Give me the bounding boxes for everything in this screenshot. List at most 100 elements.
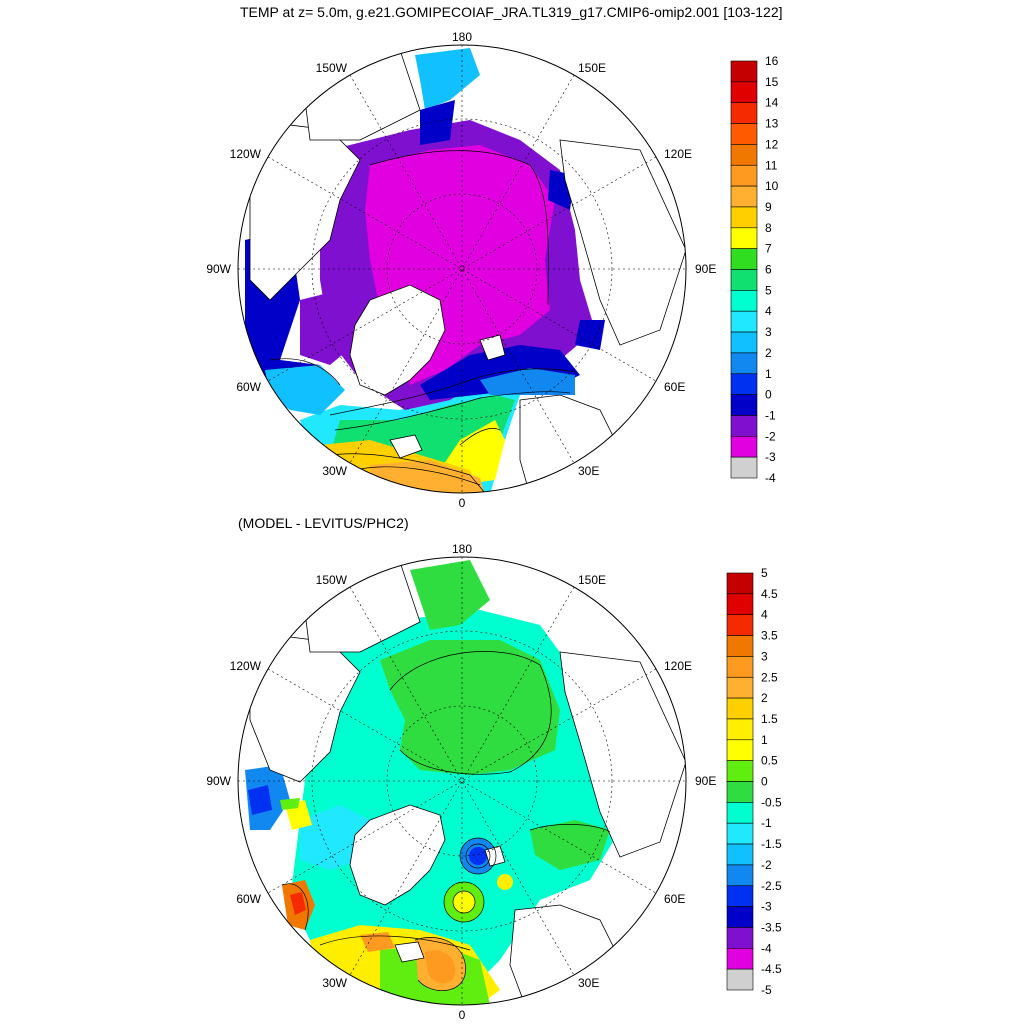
colorbar-label: 12	[765, 137, 779, 151]
colorbar-label: -5	[761, 983, 772, 997]
colorbar-swatch	[730, 185, 758, 208]
top-meridian-labels: 180 150E 120E 90E 60E 30E 0 30W 60W 90W …	[206, 30, 716, 510]
colorbar-swatch	[730, 102, 758, 124]
top-siberia	[559, 139, 686, 346]
bottom-svalbard	[484, 845, 506, 867]
colorbar-swatch	[726, 739, 754, 761]
colorbar-label: -1	[761, 816, 772, 830]
colorbar-label: 1.5	[761, 712, 778, 726]
bottom-norwegian-hotter	[425, 950, 456, 984]
top-svalbard	[479, 334, 506, 361]
top-map-fields	[238, 45, 686, 493]
colorbar-label: 1	[761, 733, 768, 747]
colorbar-label: 3	[765, 325, 772, 339]
bottom-iceland	[394, 941, 425, 963]
bottom-greenland	[349, 804, 446, 906]
colorbar-swatch	[730, 373, 758, 395]
colorbar-label: 4	[765, 304, 772, 318]
top-label-150w: 150W	[316, 61, 348, 75]
top-label-60w: 60W	[236, 380, 261, 394]
colorbar-label: 0	[765, 388, 772, 402]
bottom-meridian-labels: 180 150E 120E 90E 60E 30E 0 30W 60W 90W …	[206, 542, 716, 1022]
colorbar-label: -2	[761, 858, 772, 872]
bottom-hudson-warm-edge	[280, 798, 300, 810]
colorbar-label: 13	[765, 117, 779, 131]
colorbar-swatch	[726, 676, 754, 699]
top-label-30e: 30E	[578, 464, 599, 478]
colorbar-label: 5	[765, 283, 772, 297]
bottom-label-120e: 120E	[664, 659, 692, 673]
top-label-90w: 90W	[206, 262, 231, 276]
colorbar-label: 6	[765, 263, 772, 277]
colorbar-label: -3	[761, 900, 772, 914]
colorbar-swatch	[726, 822, 754, 845]
bottom-map-fields	[238, 557, 686, 1005]
bottom-bering-warm	[410, 560, 490, 630]
top-graticule	[238, 45, 686, 493]
colorbar-swatch	[730, 310, 758, 333]
top-label-180: 180	[452, 30, 472, 44]
top-label-90e: 90E	[695, 262, 716, 276]
colorbar-label: 1	[765, 367, 772, 381]
top-contours	[269, 150, 576, 493]
bottom-label-60w: 60W	[236, 892, 261, 906]
bottom-label-150e: 150E	[578, 573, 606, 587]
bottom-colorbar: 5 4.5 4 3.5 3 2.5 2 1.5 1 0.5 0 -0.5 -1 -1.5 -2 -2.5 -3 -…	[726, 566, 782, 997]
bottom-label-180: 180	[452, 542, 472, 556]
colorbar-label: 11	[765, 158, 778, 172]
bottom-svalbard-cold-core	[469, 847, 487, 865]
colorbar-swatch	[730, 206, 758, 229]
colorbar-swatch	[730, 394, 758, 416]
colorbar-swatch	[726, 968, 754, 991]
bottom-label-0: 0	[459, 1008, 466, 1022]
top-label-60e: 60E	[664, 380, 685, 394]
colorbar-label: 2	[761, 691, 768, 705]
colorbar-swatch	[726, 802, 754, 824]
colorbar-swatch	[730, 331, 758, 354]
bottom-iceland-hot	[360, 932, 395, 952]
colorbar-swatch	[726, 718, 754, 741]
top-kara-sea-patch	[575, 320, 605, 350]
colorbar-swatch	[726, 781, 754, 803]
colorbar-swatch	[726, 656, 754, 678]
top-label-120e: 120E	[664, 147, 692, 161]
difference-title: (MODEL - LEVITUS/PHC2)	[238, 515, 409, 531]
colorbar-swatch	[730, 60, 758, 83]
colorbar-label: 0	[761, 775, 768, 789]
colorbar-swatch	[726, 927, 754, 949]
bottom-label-30e: 30E	[578, 976, 599, 990]
bottom-label-150w: 150W	[316, 573, 348, 587]
colorbar-label: 4.5	[761, 587, 778, 601]
colorbar-label: -3.5	[761, 920, 782, 934]
colorbar-label: 14	[765, 96, 779, 110]
colorbar-label: -4	[765, 471, 776, 485]
colorbar-label: -1.5	[761, 837, 782, 851]
colorbar-swatch	[730, 435, 758, 458]
colorbar-swatch	[730, 123, 758, 145]
colorbar-swatch	[726, 864, 754, 887]
top-label-0: 0	[459, 496, 466, 510]
colorbar-label: 5	[761, 566, 768, 580]
colorbar-label: 7	[765, 242, 772, 256]
colorbar-label: -1	[765, 408, 776, 422]
top-chukchi-cold	[420, 100, 455, 145]
bottom-label-90w: 90W	[206, 774, 231, 788]
colorbar-swatch	[726, 614, 754, 636]
colorbar-label: 3.5	[761, 629, 778, 643]
top-label-120w: 120W	[230, 147, 262, 161]
colorbar-swatch	[726, 843, 754, 866]
colorbar-label: -0.5	[761, 795, 782, 809]
top-bering-strait	[415, 48, 480, 110]
colorbar-swatch	[726, 572, 754, 595]
bottom-map: 180 150E 120E 90E 60E 30E 0 30W 60W 90W …	[206, 542, 716, 1022]
bottom-label-30w: 30W	[322, 976, 347, 990]
bottom-graticule	[238, 557, 686, 1005]
colorbar-swatch	[726, 697, 754, 720]
bottom-barents-warm	[530, 820, 610, 870]
colorbar-swatch	[726, 947, 754, 970]
top-barents-gradient	[480, 368, 575, 395]
colorbar-swatch	[730, 290, 758, 312]
colorbar-label: 2.5	[761, 670, 778, 684]
top-label-150e: 150E	[578, 61, 606, 75]
